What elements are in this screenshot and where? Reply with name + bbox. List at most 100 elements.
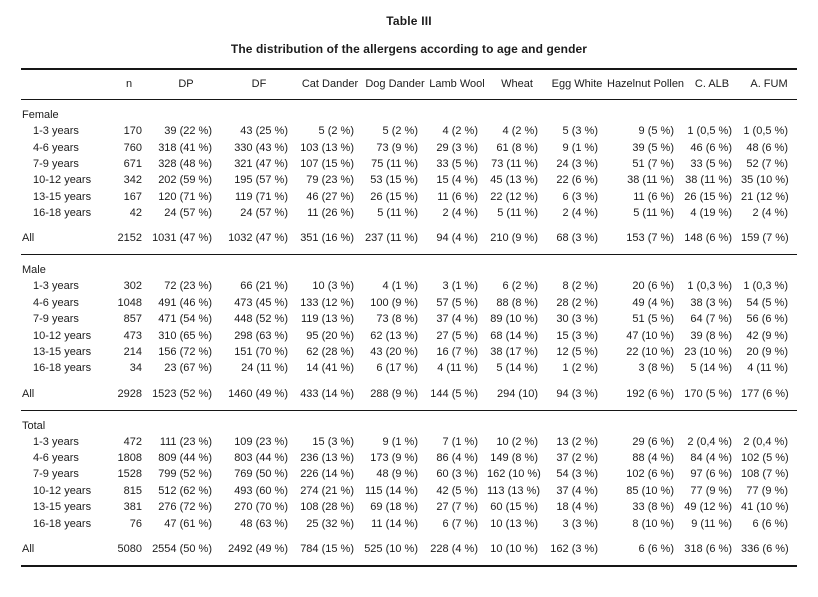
cell-value: 73 (9 %) <box>376 141 418 154</box>
cell-value: 53 (15 %) <box>370 174 418 187</box>
header-row: n DP DF Cat Dander Dog Dander Lamb Wool Wheat E… <box>21 69 797 100</box>
cell-value: 473 <box>123 329 142 342</box>
cell-value: 73 (8 %) <box>376 313 418 326</box>
cell-value: 525 (10 %) <box>364 542 418 555</box>
cell-value: 111 (23 %) <box>159 435 212 448</box>
cell-value: 24 (57 %) <box>164 207 212 220</box>
column-header: Dog Dander <box>363 69 427 100</box>
cell-value: 4 (2 %) <box>502 125 538 138</box>
cell-value: 30 (3 %) <box>556 313 598 326</box>
cell-value: 8 (10 %) <box>632 517 674 530</box>
cell-value: 60 (3 %) <box>436 468 478 481</box>
cell-value: 41 (10 %) <box>741 501 789 514</box>
cell-value: 120 (71 %) <box>158 190 212 203</box>
table-row: 1-3 years 472 111 (23 %) 109 (23 %) 15 (3 %)… <box>21 434 797 450</box>
column-header: C. ALB <box>683 69 741 100</box>
cell-value: 49 (4 %) <box>632 296 674 309</box>
column-header: Wheat <box>487 69 547 100</box>
table-row: 13-15 years 167 120 (71 %) 119 (71 %) 46 (27… <box>21 189 797 205</box>
cell-value: 52 (7 %) <box>746 157 788 170</box>
cell-value: 42 <box>129 207 142 220</box>
cell-value: 6 (6 %) <box>752 517 788 530</box>
cell-value: 5 (3 %) <box>562 125 598 138</box>
cell-value: 37 (4 %) <box>436 313 478 326</box>
cell-value: 38 (3 %) <box>690 296 732 309</box>
cell-value: 4 (19 %) <box>690 207 732 220</box>
cell-value: 47 (10 %) <box>626 329 674 342</box>
cell-value: 2 (0,4 %) <box>743 435 788 448</box>
cell-value: 64 (7 %) <box>690 313 732 326</box>
row-label: All <box>22 232 35 245</box>
cell-value: 107 (15 %) <box>300 157 354 170</box>
cell-value: 210 (9 %) <box>490 232 538 245</box>
cell-value: 85 (10 %) <box>626 484 674 497</box>
cell-value: 108 (28 %) <box>300 501 354 514</box>
cell-value: 43 (25 %) <box>240 125 288 138</box>
cell-value: 54 (5 %) <box>746 296 788 309</box>
cell-value: 336 (6 %) <box>741 542 789 555</box>
cell-value: 47 (61 %) <box>164 517 212 530</box>
cell-value: 162 (3 %) <box>550 542 598 555</box>
cell-value: 471 (54 %) <box>158 313 212 326</box>
section-label: Male <box>22 264 46 277</box>
cell-value: 22 (12 %) <box>490 190 538 203</box>
column-header: Egg White <box>547 69 607 100</box>
cell-value: 9 (1 %) <box>382 435 418 448</box>
table-row: 7-9 years 857 471 (54 %) 448 (52 %) 119 (13 … <box>21 311 797 327</box>
row-label-column-header <box>21 69 107 100</box>
cell-value: 321 (47 %) <box>234 157 288 170</box>
cell-value: 108 (7 %) <box>741 468 789 481</box>
cell-value: 5 (14 %) <box>496 362 538 375</box>
cell-value: 48 (6 %) <box>746 141 788 154</box>
cell-value: 109 (23 %) <box>234 435 288 448</box>
cell-value: 1808 <box>117 452 142 465</box>
cell-value: 149 (8 %) <box>490 452 538 465</box>
cell-value: 156 (72 %) <box>158 345 212 358</box>
section-label: Female <box>22 109 59 121</box>
cell-value: 27 (7 %) <box>436 501 478 514</box>
cell-value: 9 (1 %) <box>562 141 598 154</box>
row-label: 16-18 years <box>33 207 92 220</box>
cell-value: 10 (2 %) <box>496 435 538 448</box>
cell-value: 48 (9 %) <box>376 468 418 481</box>
cell-value: 162 (10 %) <box>487 468 541 481</box>
cell-value: 2928 <box>117 387 142 400</box>
cell-value: 342 <box>123 174 142 187</box>
cell-value: 1523 (52 %) <box>152 387 212 400</box>
column-header: Hazelnut Pollen <box>607 69 684 100</box>
cell-value: 88 (8 %) <box>496 296 538 309</box>
row-label: 4-6 years <box>33 141 79 154</box>
cell-value: 33 (5 %) <box>436 157 478 170</box>
column-header: Lamb Wool <box>427 69 487 100</box>
cell-value: 328 (48 %) <box>158 157 212 170</box>
cell-value: 34 <box>129 362 142 375</box>
cell-value: 1 (0,3 %) <box>687 280 732 293</box>
cell-value: 133 (12 %) <box>300 296 354 309</box>
cell-value: 29 (3 %) <box>436 141 478 154</box>
cell-value: 2 (4 %) <box>442 207 478 220</box>
cell-value: 62 (13 %) <box>370 329 418 342</box>
cell-value: 54 (3 %) <box>556 468 598 481</box>
cell-value: 51 (7 %) <box>632 157 674 170</box>
cell-value: 10 (13 %) <box>490 517 538 530</box>
cell-value: 26 (15 %) <box>684 190 732 203</box>
cell-value: 33 (5 %) <box>690 157 732 170</box>
cell-value: 10 (3 %) <box>312 280 354 293</box>
cell-value: 2152 <box>117 232 142 245</box>
cell-value: 61 (8 %) <box>496 141 538 154</box>
cell-value: 274 (21 %) <box>300 484 354 497</box>
cell-value: 38 (17 %) <box>490 345 538 358</box>
row-label: 1-3 years <box>33 125 79 138</box>
cell-value: 799 (52 %) <box>158 468 212 481</box>
cell-value: 33 (8 %) <box>632 501 674 514</box>
cell-value: 11 (26 %) <box>307 207 354 220</box>
cell-value: 144 (5 %) <box>430 387 478 400</box>
table-row: 16-18 years 42 24 (57 %) 24 (57 %) 11 (26 %)… <box>21 205 797 221</box>
column-header: A. FUM <box>741 69 797 100</box>
cell-value: 15 (4 %) <box>436 174 478 187</box>
cell-value: 5080 <box>117 542 142 555</box>
section-label-row: Male <box>21 255 797 279</box>
cell-value: 37 (4 %) <box>556 484 598 497</box>
cell-value: 76 <box>129 517 142 530</box>
cell-value: 11 (14 %) <box>371 517 418 530</box>
